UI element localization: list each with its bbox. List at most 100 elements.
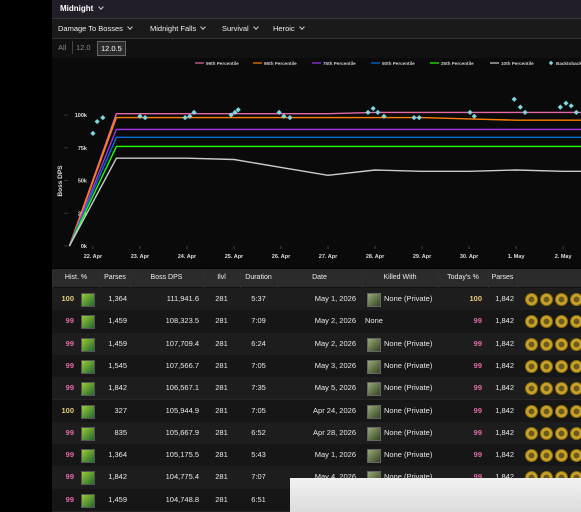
spec-icon bbox=[570, 337, 581, 351]
tab[interactable]: 12.0.5 bbox=[97, 41, 126, 56]
table-cell: 99 bbox=[473, 427, 482, 437]
table-cell: 7:05 bbox=[251, 405, 266, 415]
table-cell: 104,775.4 bbox=[165, 472, 199, 482]
zone-title[interactable]: Midnight bbox=[60, 4, 94, 13]
table-cell: 99 bbox=[473, 405, 482, 415]
spec-icon bbox=[540, 315, 553, 329]
spec-icon bbox=[525, 293, 538, 306]
nav-item[interactable]: Heroic bbox=[273, 24, 305, 33]
legend-label: 25th Percentile bbox=[441, 61, 474, 66]
table-cell: May 5, 2026 bbox=[314, 383, 356, 393]
tab[interactable]: All bbox=[58, 43, 67, 52]
spec-icon bbox=[555, 426, 568, 440]
y-tick-label: 75k bbox=[78, 146, 88, 152]
scatter-point bbox=[573, 109, 579, 115]
column-header[interactable]: Parses bbox=[104, 274, 126, 281]
x-tick-label: 22. Apr bbox=[84, 254, 103, 260]
table-cell: 281 bbox=[215, 450, 228, 460]
table-cell: 1,842 bbox=[495, 294, 514, 303]
spec-icon bbox=[570, 293, 581, 306]
spec-icon bbox=[540, 426, 553, 440]
table-cell: 281 bbox=[215, 405, 228, 415]
scatter-point bbox=[281, 113, 287, 119]
table-cell: 1,459 bbox=[108, 316, 127, 326]
column-header[interactable]: Parses bbox=[491, 274, 514, 281]
scatter-point bbox=[90, 130, 96, 136]
table-cell: 100 bbox=[61, 294, 74, 303]
table-cell: May 3, 2026 bbox=[314, 360, 356, 370]
table-cell: 105,944.9 bbox=[165, 405, 199, 415]
column-header[interactable]: Today's % bbox=[447, 274, 479, 281]
table-cell: None (Private) bbox=[384, 405, 433, 415]
nav-item[interactable]: Midnight Falls bbox=[150, 24, 207, 33]
table-cell: 99 bbox=[65, 494, 74, 504]
table-cell: 1,459 bbox=[108, 338, 127, 348]
legend-label: 10th Percentile bbox=[501, 61, 534, 66]
column-header[interactable]: Boss DPS bbox=[150, 274, 183, 281]
column-header[interactable]: Hist. % bbox=[64, 274, 88, 281]
nav-item[interactable]: Survival bbox=[222, 24, 259, 33]
table-cell: 835 bbox=[114, 427, 127, 437]
table-cell: May 1, 2026 bbox=[314, 294, 356, 303]
chevron bbox=[298, 24, 305, 30]
class-icon bbox=[81, 315, 95, 330]
overlay-box bbox=[290, 478, 581, 512]
column-header[interactable]: Ilvl bbox=[217, 274, 226, 281]
table-cell: None (Private) bbox=[384, 338, 433, 348]
table-cell: 1,545 bbox=[108, 360, 127, 370]
scatter-point bbox=[511, 96, 517, 102]
nav-item[interactable]: Damage To Bosses bbox=[58, 24, 133, 33]
spec-icon bbox=[570, 426, 581, 440]
table-cell: 1,459 bbox=[108, 494, 127, 504]
top-bar: Midnight bbox=[52, 0, 581, 19]
table-cell: 6:52 bbox=[251, 427, 266, 437]
column-header[interactable]: Date bbox=[312, 274, 327, 281]
x-tick-label: 26. Apr bbox=[272, 254, 291, 260]
table-cell: 5:37 bbox=[251, 294, 266, 303]
scatter-point bbox=[467, 109, 473, 115]
scatter-point bbox=[471, 113, 477, 119]
scatter-point bbox=[522, 109, 528, 115]
table-cell: 1,842 bbox=[495, 472, 514, 482]
y-axis-label: Boss DPS bbox=[57, 165, 64, 197]
spec-icon bbox=[570, 449, 581, 463]
table-cell: 1,364 bbox=[108, 450, 127, 460]
table-cell: 7:05 bbox=[251, 360, 266, 370]
legend-marker bbox=[548, 60, 554, 66]
spec-icon bbox=[555, 315, 568, 329]
table-cell: 281 bbox=[215, 294, 228, 303]
weapon-icon bbox=[367, 359, 381, 374]
table-cell: 107,709.4 bbox=[165, 338, 199, 348]
table-cell: 281 bbox=[215, 494, 228, 504]
table-cell: 104,748.8 bbox=[165, 494, 199, 504]
table-cell: None (Private) bbox=[384, 427, 433, 437]
y-tick-label: 50k bbox=[78, 179, 88, 185]
scatter-point bbox=[187, 113, 193, 119]
header-row bbox=[52, 269, 581, 287]
class-icon bbox=[81, 293, 95, 307]
legend-label: Backtoback bbox=[556, 61, 581, 66]
spec-icon bbox=[525, 315, 538, 329]
table-cell: None bbox=[365, 316, 383, 326]
spec-icon bbox=[555, 337, 568, 351]
series-line bbox=[68, 136, 581, 247]
series-line bbox=[68, 111, 581, 247]
scatter-point bbox=[137, 113, 143, 119]
table-cell: 1,842 bbox=[108, 383, 127, 393]
x-tick-label: 29. Apr bbox=[413, 254, 432, 260]
spec-icon bbox=[570, 404, 581, 418]
weapon-icon bbox=[367, 337, 381, 352]
table-cell: None (Private) bbox=[384, 472, 433, 482]
table-cell: 7:09 bbox=[251, 316, 266, 326]
scatter-point bbox=[182, 115, 188, 121]
legend-label: 50th Percentile bbox=[382, 61, 415, 66]
spec-icon bbox=[525, 426, 538, 440]
spec-icon bbox=[540, 337, 553, 351]
tab[interactable]: 12.0 bbox=[72, 41, 94, 54]
column-header[interactable]: Killed With bbox=[383, 274, 417, 281]
y-tick-label: 100k bbox=[75, 113, 88, 119]
scatter-point bbox=[94, 118, 100, 125]
column-header[interactable]: Duration bbox=[245, 274, 272, 281]
